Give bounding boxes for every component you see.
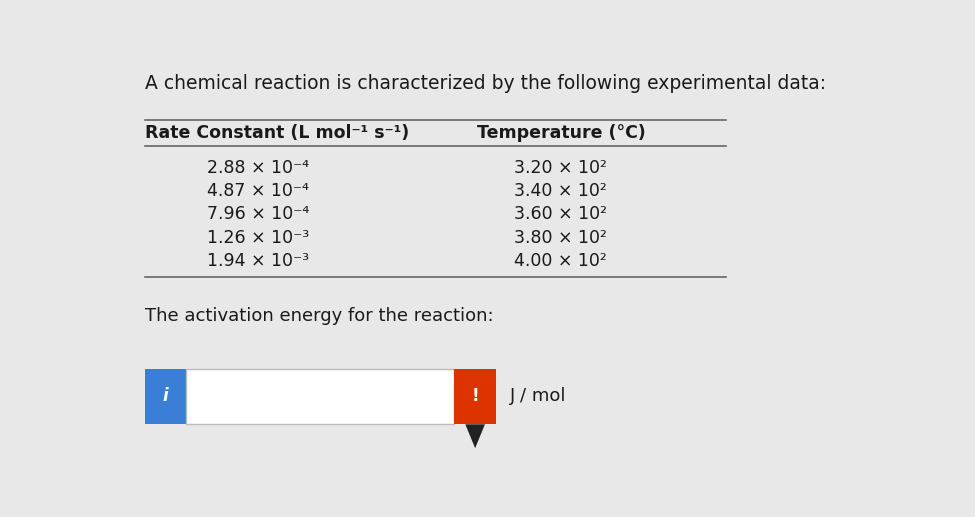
Polygon shape xyxy=(465,424,485,448)
Text: 4.00 × 10²: 4.00 × 10² xyxy=(514,252,606,270)
Text: 4.87 × 10⁻⁴: 4.87 × 10⁻⁴ xyxy=(207,182,309,200)
Text: 2.88 × 10⁻⁴: 2.88 × 10⁻⁴ xyxy=(207,159,309,176)
Text: 3.60 × 10²: 3.60 × 10² xyxy=(514,205,606,223)
Text: J / mol: J / mol xyxy=(510,387,566,405)
FancyBboxPatch shape xyxy=(144,369,186,424)
Text: i: i xyxy=(163,387,169,405)
Text: 3.80 × 10²: 3.80 × 10² xyxy=(514,229,606,247)
Text: 3.40 × 10²: 3.40 × 10² xyxy=(514,182,606,200)
Text: 7.96 × 10⁻⁴: 7.96 × 10⁻⁴ xyxy=(207,205,309,223)
Text: 1.94 × 10⁻³: 1.94 × 10⁻³ xyxy=(207,252,309,270)
Text: 3.20 × 10²: 3.20 × 10² xyxy=(514,159,606,176)
Text: The activation energy for the reaction:: The activation energy for the reaction: xyxy=(144,307,493,325)
Text: Rate Constant (L mol⁻¹ s⁻¹): Rate Constant (L mol⁻¹ s⁻¹) xyxy=(144,124,409,142)
Text: 1.26 × 10⁻³: 1.26 × 10⁻³ xyxy=(207,229,309,247)
Text: A chemical reaction is characterized by the following experimental data:: A chemical reaction is characterized by … xyxy=(144,74,826,93)
Text: !: ! xyxy=(471,387,479,405)
FancyBboxPatch shape xyxy=(186,369,454,424)
FancyBboxPatch shape xyxy=(454,369,496,424)
Text: Temperature (°C): Temperature (°C) xyxy=(477,124,645,142)
